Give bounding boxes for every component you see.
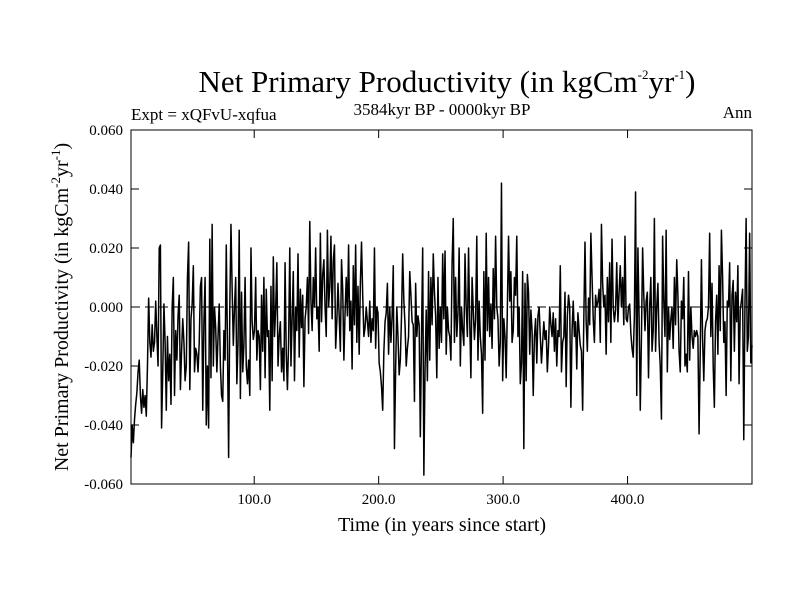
x-axis-ticks: 100.0 200.0 300.0 400.0 [237,130,644,508]
y-tick-label: 0.020 [89,241,123,257]
y-axis-ticks: -0.060 -0.040 -0.020 0.000 0.020 0.040 0.060 [84,123,752,493]
x-tick-label: 300.0 [486,492,520,508]
x-tick-label: 400.0 [611,492,645,508]
y-tick-label: -0.060 [84,477,123,493]
time-range-label: 3584kyr BP - 0000kyr BP [354,100,531,119]
y-axis-label: Net Primary Productivity (in kgCm-2yr-1) [48,143,73,471]
x-tick-label: 100.0 [237,492,271,508]
y-tick-label: 0.060 [89,123,123,139]
chart-title: Net Primary Productivity (in kgCm-2yr-1) [199,64,696,99]
y-tick-label: -0.040 [84,418,123,434]
y-tick-label: -0.020 [84,359,123,375]
y-tick-label: 0.000 [89,300,123,316]
experiment-label: Expt = xQFvU-xqfua [131,105,277,124]
x-tick-label: 200.0 [362,492,396,508]
x-axis-label: Time (in years since start) [338,514,546,536]
y-tick-label: 0.040 [89,182,123,198]
season-label: Ann [723,103,753,122]
npp-series-line [130,182,753,476]
